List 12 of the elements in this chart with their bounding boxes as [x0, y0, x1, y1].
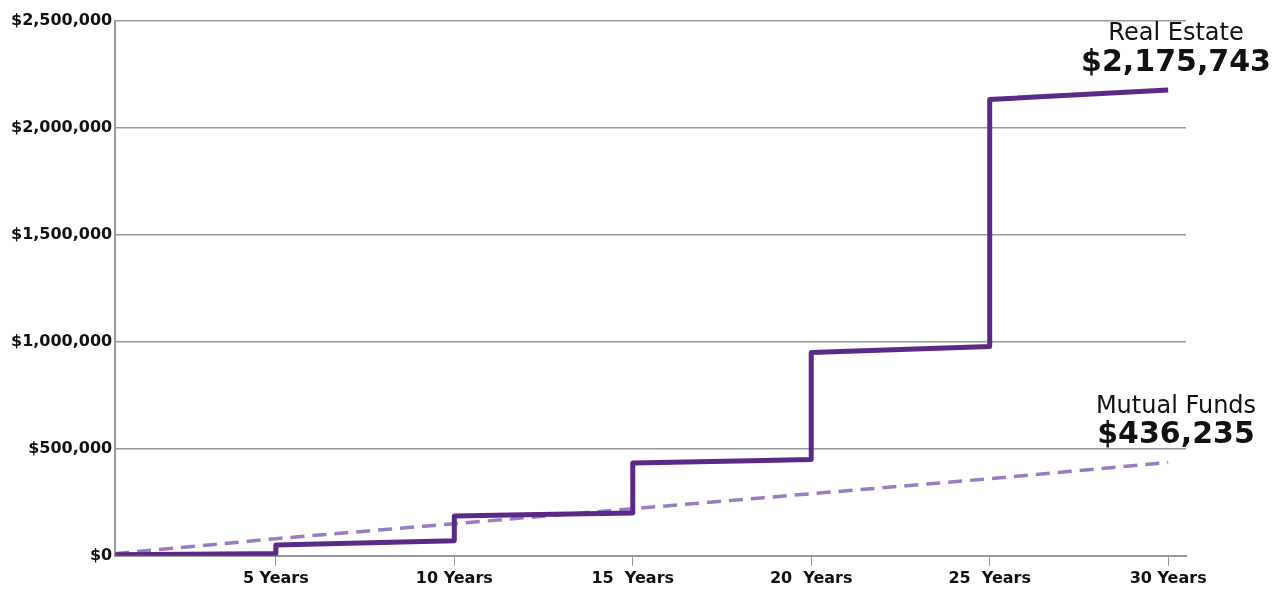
y-tick-label: $500,000	[28, 437, 113, 457]
x-tick-label: 20 Years	[769, 567, 853, 587]
y-tick-label: $1,000,000	[11, 330, 113, 350]
y-tick-label: $0	[89, 544, 113, 564]
x-tick-label: 5 Years	[242, 567, 309, 587]
x-tick-label: 15 Years	[591, 567, 675, 587]
y-tick-label: $1,500,000	[11, 223, 113, 243]
x-tick-label: 25 Years	[948, 567, 1031, 587]
x-tick-label: 30 Years	[1129, 567, 1207, 587]
y-tick-label: $2,000,000	[11, 116, 113, 136]
x-tick-label: 10 Years	[415, 567, 493, 587]
y-tick-label: $2,500,000	[11, 9, 113, 29]
